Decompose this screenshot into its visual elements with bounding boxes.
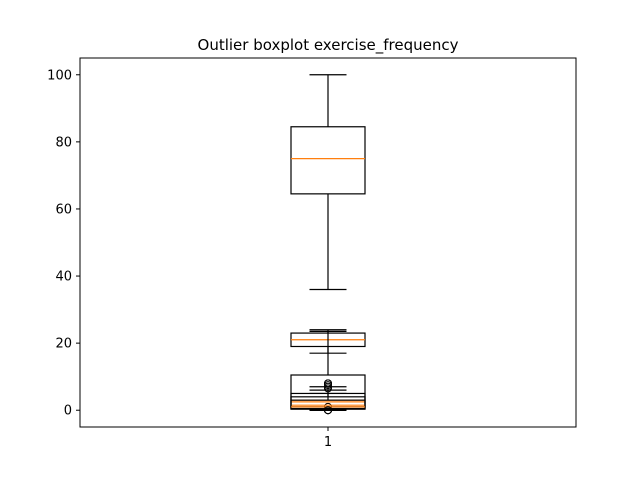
y-tick-label: 100 [47, 68, 72, 83]
chart-title: Outlier boxplot exercise_frequency [198, 36, 459, 55]
y-tick-label: 40 [55, 270, 72, 285]
plot-area: 0 20 40 60 80 100 1 [47, 68, 366, 450]
flier-point [324, 382, 332, 391]
y-tick-label: 80 [55, 135, 72, 150]
flier-point [324, 379, 332, 388]
x-tick-label: 1 [324, 435, 332, 450]
y-tick-label: 60 [55, 202, 72, 217]
y-tick-label: 20 [55, 337, 72, 352]
box-6 [290, 392, 366, 415]
plot-frame [79, 57, 577, 428]
box-iqr [290, 399, 366, 410]
flier-point [324, 406, 332, 415]
box-iqr [290, 126, 366, 195]
y-tick-label: 0 [64, 404, 72, 419]
box-1 [290, 74, 366, 291]
